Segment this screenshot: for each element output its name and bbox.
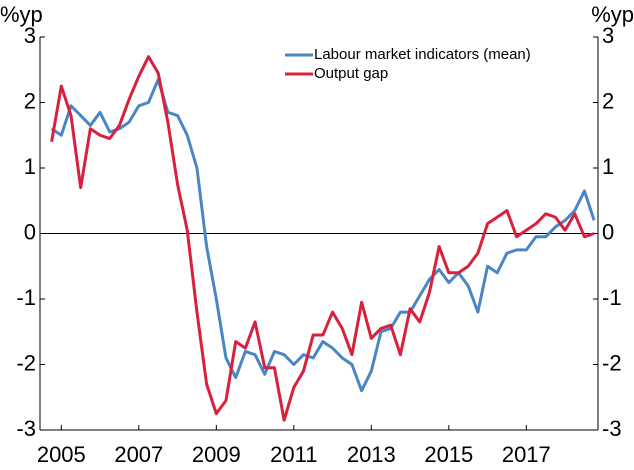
y-tick-label: 1: [24, 154, 36, 179]
y2-axis-label: %yp: [591, 2, 634, 27]
x-tick-label: 2007: [114, 442, 163, 467]
series-line: [50, 55, 595, 422]
x-tick-label: 2005: [37, 442, 86, 467]
y2-tick-label: 1: [602, 154, 614, 179]
y-tick-label: 0: [24, 219, 36, 244]
y-tick-label: 3: [24, 23, 36, 48]
y2-tick-label: 0: [602, 219, 614, 244]
series-line: [50, 78, 596, 393]
y-tick-label: 2: [24, 88, 36, 113]
y-axis-label: %yp: [0, 2, 43, 27]
x-tick-label: 2017: [502, 442, 551, 467]
x-tick-label: 2011: [270, 442, 317, 467]
y-tick-label: -3: [16, 416, 36, 441]
y2-tick-label: -3: [602, 416, 622, 441]
y2-tick-label: 3: [602, 23, 614, 48]
x-tick-label: 2009: [192, 442, 241, 467]
y2-tick-label: -2: [602, 350, 622, 375]
y-tick-label: -2: [16, 350, 36, 375]
legend-label: Output gap: [314, 65, 388, 82]
y-tick-label: -1: [16, 285, 36, 310]
y2-tick-label: -1: [602, 285, 622, 310]
x-tick-label: 2013: [347, 442, 396, 467]
x-tick-label: 2015: [424, 442, 473, 467]
legend-label: Labour market indicators (mean): [314, 46, 531, 63]
y2-tick-label: 2: [602, 88, 614, 113]
